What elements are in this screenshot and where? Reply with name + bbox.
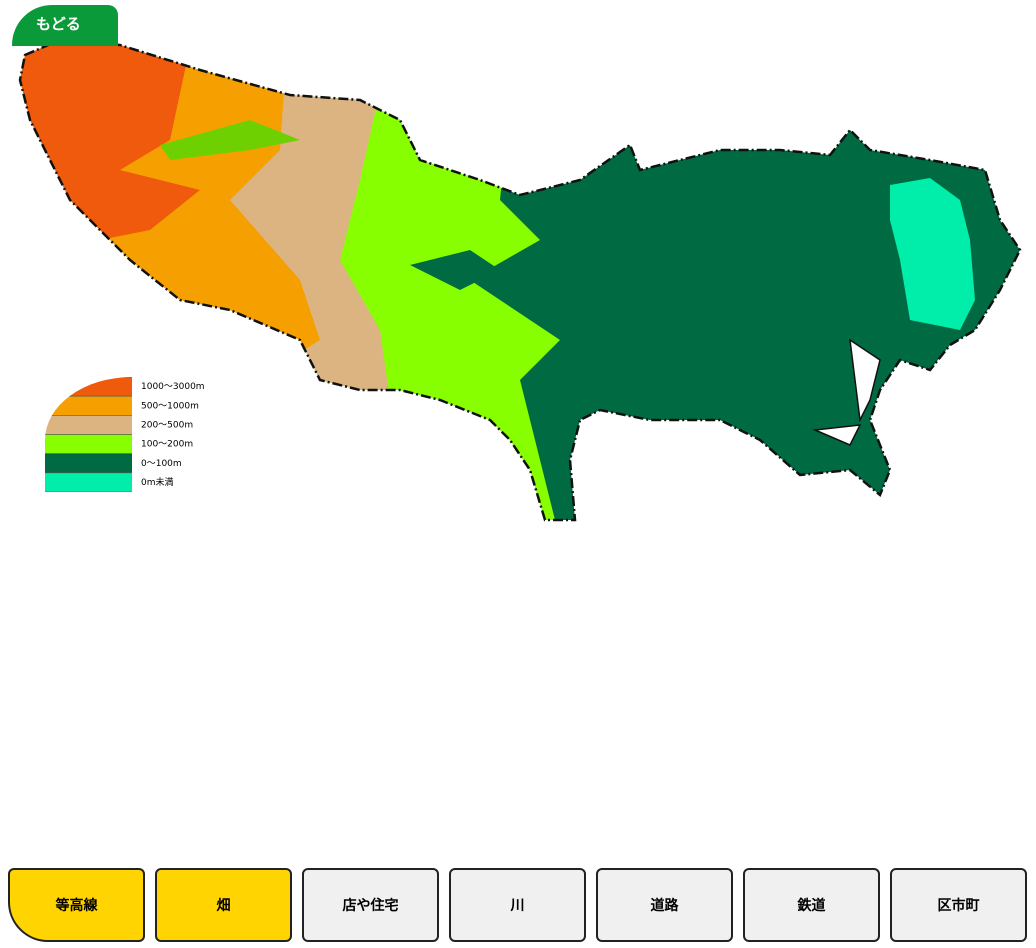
- legend-swatch: [45, 453, 132, 474]
- legend-label: 1000～3000m: [141, 382, 205, 392]
- legend-label: 500～1000m: [141, 401, 199, 411]
- legend-label: 200～500m: [141, 420, 193, 430]
- reclaimed-land: [812, 338, 881, 446]
- back-button[interactable]: もどる: [12, 5, 118, 46]
- map: 1000～3000m 500～1000m 200～500m 100～200m 0～100…: [18, 38, 1022, 522]
- layer-button[interactable]: 道路: [596, 868, 733, 942]
- layer-button[interactable]: 区市町: [890, 868, 1027, 942]
- layer-button[interactable]: 店や住宅: [302, 868, 439, 942]
- valley: [410, 250, 500, 290]
- legend-swatch: [45, 434, 132, 454]
- legend-label: 0m未満: [141, 476, 174, 488]
- button-bar: 等高線畑店や住宅川道路 鉄道 区市町: [8, 868, 1028, 942]
- legend-label: 0～100m: [141, 459, 182, 469]
- legend-swatch: [45, 377, 132, 397]
- legend-swatch: [45, 415, 132, 435]
- legend-swatches: [45, 377, 132, 492]
- layer-button[interactable]: 畑: [155, 868, 292, 942]
- below-sea-level: [890, 178, 975, 330]
- legend: 1000～3000m 500～1000m 200～500m 100～200m 0～100…: [45, 377, 205, 492]
- legend-swatch: [45, 472, 132, 492]
- valley: [160, 120, 300, 160]
- legend-label: 100～200m: [141, 440, 193, 450]
- legend-swatch: [45, 395, 132, 416]
- layer-button[interactable]: 鉄道: [743, 868, 880, 942]
- layer-button[interactable]: 等高線: [8, 868, 145, 942]
- layer-button[interactable]: 川: [449, 868, 586, 942]
